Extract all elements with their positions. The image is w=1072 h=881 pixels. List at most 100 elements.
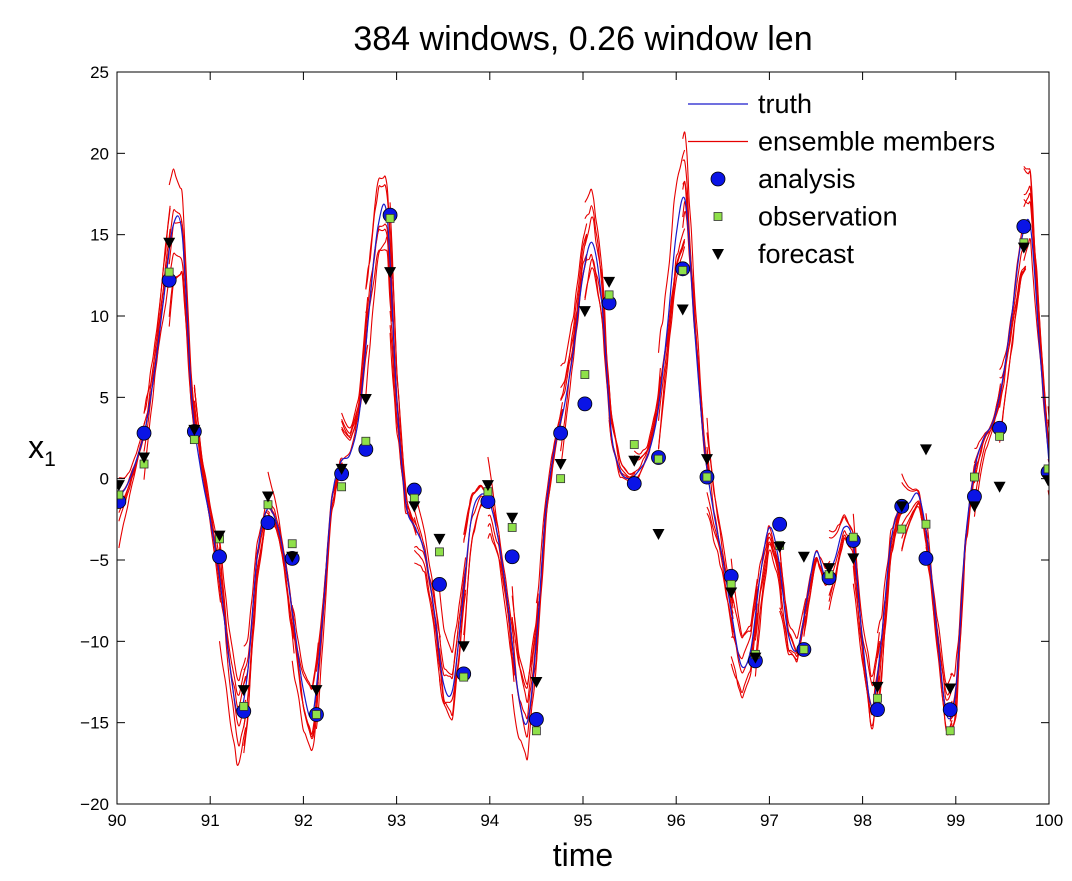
forecast-point bbox=[847, 553, 860, 565]
ensemble-member-line bbox=[730, 613, 758, 694]
ensemble-member-line bbox=[999, 243, 1027, 408]
forecast-point bbox=[895, 501, 908, 513]
analysis-point bbox=[260, 515, 276, 530]
ensemble-member-line bbox=[218, 568, 247, 696]
y-tick-label: −10 bbox=[80, 632, 109, 651]
x-tick-label: 91 bbox=[201, 811, 220, 830]
y-tick-label: 20 bbox=[90, 144, 109, 163]
forecast-point bbox=[237, 685, 250, 697]
analysis-point bbox=[553, 425, 569, 441]
forecast-point bbox=[1017, 242, 1030, 254]
observation-point bbox=[726, 580, 736, 589]
ensemble-member-line bbox=[608, 391, 636, 478]
forecast-point bbox=[725, 587, 738, 599]
x-tick-label: 96 bbox=[667, 811, 686, 830]
analysis-point bbox=[577, 396, 593, 412]
y-tick-label: 0 bbox=[100, 470, 109, 489]
forecast-point bbox=[919, 444, 932, 456]
forecast-point bbox=[628, 455, 641, 467]
observation-point bbox=[459, 672, 469, 682]
ensemble-member-line bbox=[438, 570, 467, 676]
ensemble-member-line bbox=[852, 561, 880, 687]
ensemble-member-line bbox=[828, 516, 856, 554]
legend-swatch bbox=[713, 212, 723, 221]
y-tick-label: −20 bbox=[80, 795, 109, 814]
x-tick-label: 100 bbox=[1035, 811, 1063, 830]
x-tick-label: 97 bbox=[760, 811, 779, 830]
ensemble-member-line bbox=[999, 265, 1027, 371]
ensemble-member-line bbox=[193, 412, 222, 578]
observation-point bbox=[337, 482, 347, 492]
ensemble-member-line bbox=[291, 611, 319, 735]
forecast-point bbox=[871, 681, 884, 693]
observation-point bbox=[287, 539, 297, 549]
ensemble-member-line bbox=[535, 413, 564, 658]
observation-point bbox=[921, 519, 931, 529]
observation-point bbox=[361, 436, 371, 446]
observation-point bbox=[702, 472, 712, 482]
plot-frame bbox=[116, 71, 1050, 805]
observation-point bbox=[556, 474, 566, 484]
ensemble-member-line bbox=[365, 175, 393, 290]
ensemble-member-line bbox=[143, 229, 171, 452]
forecast-point bbox=[359, 393, 372, 405]
truth-layer bbox=[117, 196, 1049, 726]
ensemble-member-line bbox=[633, 383, 661, 483]
forecast-point bbox=[823, 563, 836, 575]
x-tick-label: 99 bbox=[946, 811, 965, 830]
truth-line bbox=[117, 196, 1049, 726]
ensemble-member-line bbox=[535, 409, 564, 604]
ensemble-member-line bbox=[560, 233, 588, 400]
ensemble-member-line bbox=[657, 246, 686, 450]
analysis-point bbox=[136, 425, 152, 441]
ensemble-member-line bbox=[267, 499, 295, 654]
ensemble-member-line bbox=[730, 578, 758, 639]
forecast-point bbox=[433, 533, 446, 545]
ensemble-member-line bbox=[999, 266, 1027, 443]
ensemble-member-line bbox=[682, 181, 710, 473]
analysis-point bbox=[504, 549, 520, 565]
forecast-point bbox=[530, 677, 543, 688]
ensemble-member-line bbox=[657, 149, 686, 353]
legend-label: forecast bbox=[758, 239, 855, 269]
y-axis-title-main: x bbox=[28, 429, 44, 465]
forecast-point bbox=[554, 459, 567, 471]
observation-point bbox=[385, 213, 395, 223]
ensemble-member-line bbox=[511, 631, 539, 761]
legend-label: ensemble members bbox=[758, 127, 995, 157]
forecast-point bbox=[117, 480, 125, 492]
observation-point bbox=[164, 267, 174, 277]
forecast-point bbox=[138, 452, 151, 464]
x-axis-title: time bbox=[553, 837, 613, 873]
chart-title: 384 windows, 0.26 window len bbox=[353, 20, 812, 58]
ensemble-member-line bbox=[657, 241, 686, 394]
ensemble-member-line bbox=[560, 254, 588, 389]
analysis-point bbox=[870, 702, 885, 718]
y-axis: −20 −15 −10 −5 0 5 10 15 20 25 bbox=[80, 63, 1049, 814]
x-tick-label: 98 bbox=[853, 811, 872, 830]
analysis-point bbox=[626, 476, 642, 491]
observation-point bbox=[678, 266, 688, 275]
observation-point bbox=[995, 431, 1005, 441]
observation-point bbox=[970, 472, 979, 482]
legend-label: analysis bbox=[758, 164, 856, 194]
ensemble-member-line bbox=[754, 525, 783, 593]
y-tick-label: 5 bbox=[100, 388, 109, 407]
ensemble-member-line bbox=[291, 660, 319, 752]
forecast-point bbox=[506, 512, 519, 524]
observation-point bbox=[897, 524, 907, 534]
forecast-point bbox=[968, 501, 981, 513]
ensemble-member-line bbox=[925, 513, 953, 736]
observation-point bbox=[654, 454, 663, 464]
ensemble-layer bbox=[118, 131, 1049, 766]
x-axis: 90 91 92 93 94 95 96 97 98 99 100 bbox=[108, 72, 1063, 830]
ensemble-member-line bbox=[754, 549, 783, 677]
ensemble-member-line bbox=[999, 268, 1027, 440]
forecast-point bbox=[188, 424, 201, 436]
ensemble-member-line bbox=[168, 270, 196, 440]
ensemble-member-line bbox=[193, 387, 222, 574]
analysis-point bbox=[1016, 219, 1032, 234]
y-tick-label: 15 bbox=[90, 226, 109, 245]
ensemble-member-line bbox=[487, 523, 515, 682]
